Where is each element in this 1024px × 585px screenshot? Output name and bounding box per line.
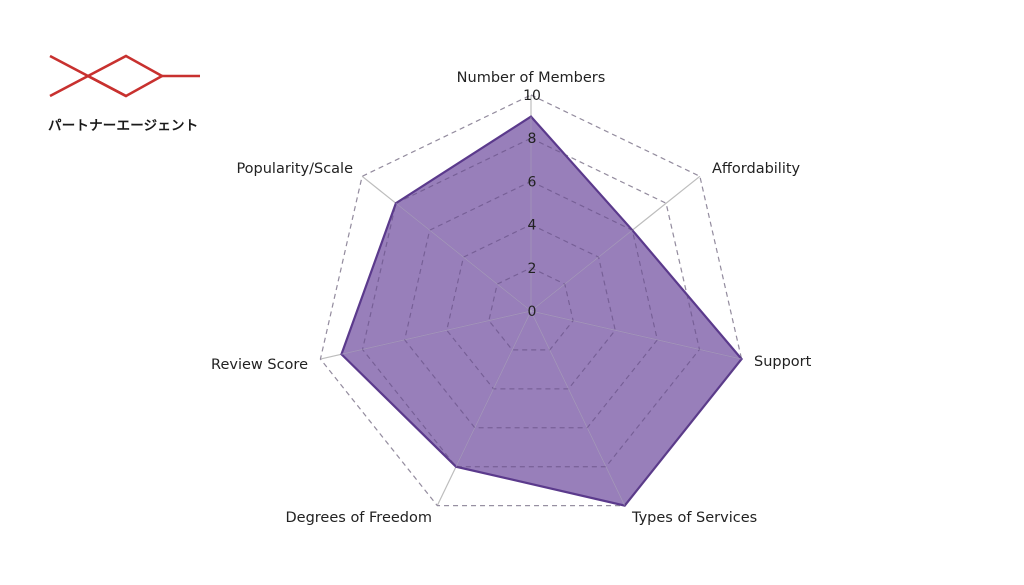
radar-spoke-overlay: [530, 310, 742, 360]
radar-axis-label: Support: [754, 354, 812, 370]
radar-axis-label: Types of Services: [631, 510, 757, 526]
radar-tick-label: 0: [528, 304, 537, 320]
radar-axis-label: Affordability: [712, 161, 801, 177]
radar-axis-labels: Number of Members Affordability Support Typ…: [211, 70, 812, 526]
radar-spoke-overlay: [530, 229, 633, 312]
radar-spoke-overlay: [530, 310, 626, 506]
radar-axis-label: Degrees of Freedom: [286, 510, 433, 526]
radar-spoke-overlay: [455, 310, 532, 467]
radar-grid-ring-overlay: [488, 267, 574, 351]
radar-ticks: 0 2 4 6 8 10: [523, 88, 541, 320]
radar-spoke-overlay: [341, 310, 532, 355]
radar-series: [319, 94, 744, 507]
brand-logo: パートナーエージェント: [48, 52, 208, 134]
radar-grid-ring-overlay: [319, 94, 743, 507]
radar-tick-label: 8: [528, 131, 537, 147]
radar-tick-label: 6: [528, 174, 537, 190]
diamond-lines-logo-icon: [49, 54, 200, 98]
radar-tick-label: 10: [523, 88, 541, 104]
brand-logo-text: パートナーエージェント: [48, 118, 199, 134]
radar-grid-ring-overlay: [446, 224, 616, 390]
radar-grid-ring-overlay: [361, 137, 701, 468]
radar-tick-label: 2: [528, 261, 537, 277]
radar-axis-label: Review Score: [211, 357, 308, 373]
radar-series-area: [340, 115, 744, 507]
radar-spoke-overlay: [395, 202, 532, 312]
radar-tick-label: 4: [528, 218, 537, 234]
logo-stroke: [87, 74, 127, 98]
radar-grid-ring: [319, 94, 743, 507]
radar-axis-label: Number of Members: [457, 70, 606, 86]
radar-axis-label: Popularity/Scale: [236, 161, 353, 177]
